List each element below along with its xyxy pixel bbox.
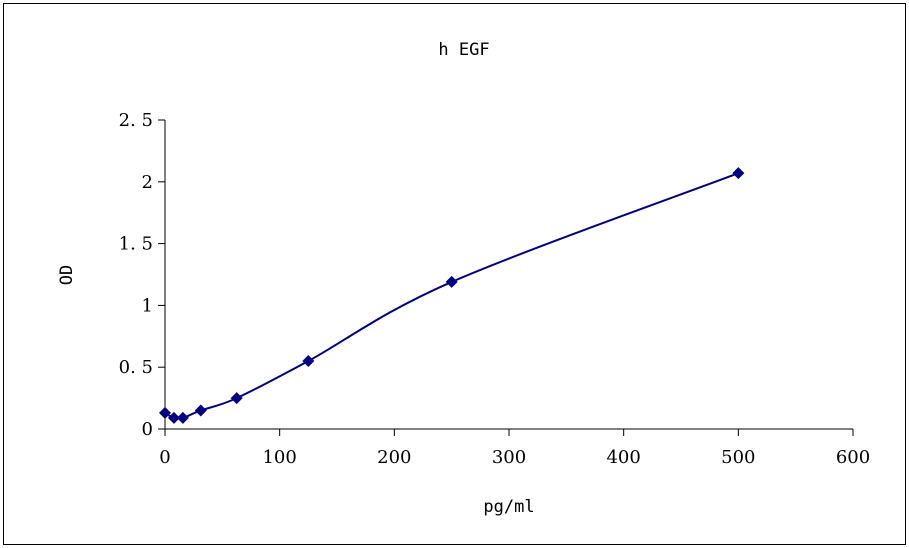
x-tick-label: 500 bbox=[721, 447, 755, 468]
data-point bbox=[176, 411, 189, 424]
chart-title: h EGF bbox=[438, 40, 489, 60]
x-tick-label: 400 bbox=[606, 447, 640, 468]
x-axis-title: pg/ml bbox=[483, 497, 534, 517]
y-tick-label: 1. 5 bbox=[119, 234, 153, 255]
y-tick-label: 1 bbox=[142, 295, 153, 316]
data-point bbox=[445, 275, 458, 288]
x-axis: 0 100 200 300 400 500 600 bbox=[159, 428, 870, 468]
y-tick-label: 2. 5 bbox=[119, 110, 153, 131]
x-tick-label: 100 bbox=[262, 447, 296, 468]
data-point bbox=[302, 355, 315, 368]
data-point bbox=[230, 392, 243, 405]
y-axis: 0 0. 5 1 1. 5 2 2. 5 bbox=[119, 110, 166, 440]
chart-frame bbox=[3, 3, 906, 545]
x-tick-label: 600 bbox=[836, 447, 870, 468]
series-line bbox=[164, 172, 739, 420]
series-layer bbox=[159, 167, 745, 424]
y-axis-title: OD bbox=[57, 265, 77, 285]
x-tick-label: 300 bbox=[492, 447, 526, 468]
y-tick-label: 0 bbox=[142, 419, 153, 440]
data-point bbox=[167, 411, 180, 424]
y-tick-label: 2 bbox=[142, 172, 153, 193]
data-point bbox=[732, 167, 745, 180]
data-point bbox=[194, 404, 207, 417]
x-tick-label: 200 bbox=[377, 447, 411, 468]
data-point bbox=[159, 406, 171, 419]
y-tick-label: 0. 5 bbox=[119, 357, 153, 378]
x-tick-label: 0 bbox=[159, 447, 170, 468]
